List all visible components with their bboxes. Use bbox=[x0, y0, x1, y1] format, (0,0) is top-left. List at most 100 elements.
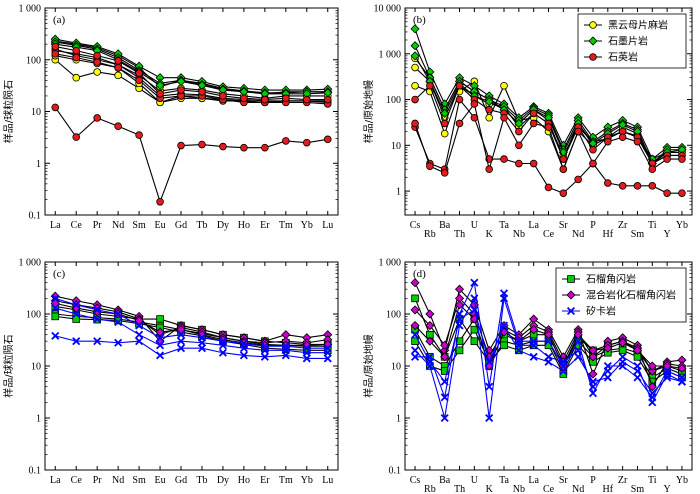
data-point-ce bbox=[543, 330, 554, 340]
data-point-ce bbox=[72, 133, 81, 141]
data-point-ce bbox=[72, 46, 81, 55]
x-tick-label-la: La bbox=[50, 220, 61, 231]
data-point-gd bbox=[177, 86, 185, 94]
data-point-ba bbox=[440, 352, 450, 362]
data-point-ta bbox=[500, 341, 508, 350]
data-point-er bbox=[261, 95, 269, 104]
data-point-ta bbox=[499, 294, 509, 303]
data-point-la bbox=[529, 119, 538, 128]
data-point-p bbox=[588, 345, 598, 355]
x-tick-label-nd: Nd bbox=[572, 229, 584, 240]
data-point-la bbox=[529, 159, 538, 168]
data-point-nd bbox=[574, 346, 583, 355]
x-tick-label-yb: Yb bbox=[676, 475, 688, 486]
x-tick-label-u: U bbox=[471, 475, 479, 486]
y-tick-label: 100 bbox=[386, 310, 401, 321]
data-point-hf bbox=[603, 367, 612, 376]
legend-label-mixed: 混合岩化石榴角闪岩 bbox=[586, 289, 676, 302]
x-tick-label-ta: Ta bbox=[499, 220, 509, 231]
data-point-gd bbox=[176, 337, 186, 346]
x-tick-label-zr: Zr bbox=[618, 475, 628, 486]
y-tick-label: 0.1 bbox=[29, 211, 42, 222]
x-tick-label-th: Th bbox=[454, 484, 465, 494]
data-point-zr bbox=[618, 357, 627, 366]
data-point-p bbox=[588, 352, 598, 362]
series-skarn-9 bbox=[411, 305, 686, 398]
x-tick-label-k: K bbox=[486, 484, 494, 494]
data-point-yb bbox=[302, 138, 311, 147]
data-point-tm bbox=[281, 342, 290, 351]
x-tick-label-nb: Nb bbox=[513, 484, 525, 494]
data-point-sr bbox=[559, 165, 568, 174]
data-point-dy bbox=[219, 142, 227, 151]
data-point-th bbox=[455, 119, 464, 128]
data-point-sm bbox=[632, 345, 643, 355]
x-tick-label-nb: Nb bbox=[513, 229, 525, 240]
data-point-k bbox=[485, 413, 494, 423]
data-point-tm bbox=[282, 94, 290, 103]
data-point-la bbox=[51, 312, 60, 321]
data-point-eu bbox=[156, 197, 164, 206]
data-point-sm bbox=[135, 330, 144, 339]
x-tick-label-rb: Rb bbox=[424, 484, 436, 494]
data-point-pr bbox=[93, 315, 102, 324]
data-point-yb bbox=[302, 95, 311, 104]
data-point-ho bbox=[240, 143, 248, 152]
data-point-y bbox=[663, 189, 671, 197]
data-point-ti bbox=[648, 389, 657, 398]
data-point-u bbox=[470, 305, 479, 314]
x-tick-label-ba: Ba bbox=[439, 475, 451, 486]
x-tick-label-sm: Sm bbox=[132, 475, 146, 486]
data-point-ce bbox=[72, 337, 81, 346]
y-tick-label: 100 bbox=[26, 55, 41, 66]
data-point-ti bbox=[648, 165, 657, 174]
data-point-cs bbox=[411, 95, 419, 104]
y-axis-label: 样品/原始地幔 bbox=[362, 334, 375, 397]
series-graphite-5 bbox=[50, 34, 333, 95]
data-point-dy bbox=[218, 348, 227, 357]
data-point-ho bbox=[239, 339, 248, 348]
x-tick-label-hf: Hf bbox=[603, 484, 614, 494]
x-tick-label-p: P bbox=[590, 475, 596, 486]
data-point-sr bbox=[559, 357, 568, 366]
data-point-la bbox=[51, 304, 60, 313]
x-tick-label-hf: Hf bbox=[603, 229, 614, 240]
data-point-th bbox=[455, 337, 464, 345]
data-point-er bbox=[260, 352, 269, 361]
data-point-pr bbox=[93, 337, 102, 346]
x-tick-label-ce: Ce bbox=[71, 220, 83, 231]
data-point-ce bbox=[544, 183, 553, 192]
data-point-th bbox=[455, 95, 464, 104]
series-line bbox=[55, 335, 328, 359]
data-point-k bbox=[485, 113, 493, 122]
data-point-sm bbox=[135, 131, 143, 139]
data-point-rb bbox=[425, 309, 435, 319]
data-point-u bbox=[470, 337, 479, 345]
legend-label-garnet: 石榴角闪岩 bbox=[586, 273, 636, 286]
data-point-ba bbox=[440, 340, 450, 350]
data-point-la bbox=[51, 42, 60, 51]
x-tick-label-nd: Nd bbox=[112, 475, 124, 486]
data-point-pr bbox=[93, 114, 101, 122]
data-point-ta bbox=[500, 81, 508, 90]
x-tick-label-ho: Ho bbox=[238, 220, 250, 231]
plot-frame bbox=[44, 7, 339, 216]
data-point-hf bbox=[603, 373, 612, 382]
data-point-ba bbox=[440, 108, 450, 118]
series-quartzite-9 bbox=[411, 100, 686, 177]
data-point-gd bbox=[176, 76, 186, 87]
y-tick-label: 1 000 bbox=[19, 258, 42, 269]
y-tick-label: 1 bbox=[36, 159, 41, 170]
data-point-p bbox=[589, 159, 597, 168]
x-tick-label-er: Er bbox=[260, 475, 270, 486]
legend-marker-biotite bbox=[589, 21, 597, 29]
data-point-pr bbox=[93, 51, 101, 60]
data-point-th bbox=[455, 315, 464, 324]
series-mixed-6 bbox=[410, 300, 687, 373]
data-point-nb bbox=[514, 346, 523, 355]
data-point-sm bbox=[135, 337, 144, 346]
data-point-yb bbox=[677, 377, 686, 386]
